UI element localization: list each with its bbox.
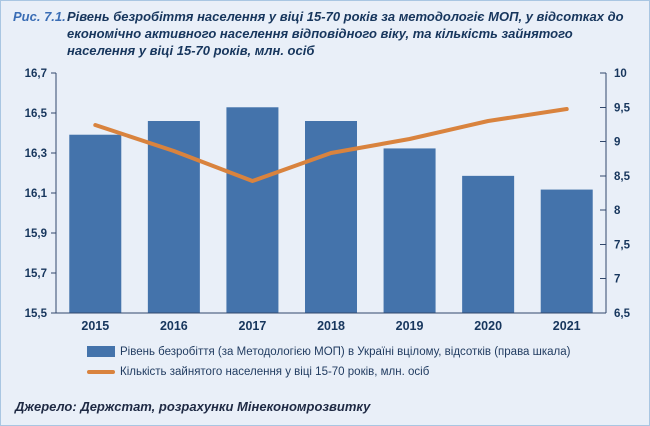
source-note: Джерело: Держстат, розрахунки Мінекономр… xyxy=(15,399,371,414)
right-axis-label: 10 xyxy=(614,68,627,80)
legend-item-employment: Кількість зайнятого населення у віці 15-… xyxy=(87,363,570,380)
x-axis-label-2019: 2019 xyxy=(396,319,424,333)
left-axis-label: 15,9 xyxy=(25,228,47,240)
left-axis-label: 16,5 xyxy=(25,108,48,120)
bar-2021 xyxy=(540,189,593,313)
bar-2017 xyxy=(226,107,279,314)
x-axis-label-2017: 2017 xyxy=(239,319,267,333)
left-axis-label: 16,1 xyxy=(25,188,48,200)
bar-series-swatch xyxy=(87,346,115,357)
legend-item-unemployment: Рівень безробіття (за Методологією МОП) … xyxy=(87,343,570,360)
right-axis-label: 6,5 xyxy=(614,308,631,320)
legend: Рівень безробіття (за Методологією МОП) … xyxy=(87,343,570,380)
right-axis-label: 9,5 xyxy=(614,102,631,114)
x-axis-label-2015: 2015 xyxy=(81,319,109,333)
right-axis-label: 7,5 xyxy=(614,239,631,251)
figure-header: Рис. 7.1. Рівень безробіття населення у … xyxy=(13,8,633,59)
chart-canvas: 16,7 16,5 16,3 16,1 15,9 15,7 15,5 10 9,5 9 8,5 8 7,… xyxy=(25,68,631,333)
bar-2019 xyxy=(383,148,436,313)
x-axis-label-2020: 2020 xyxy=(474,319,502,333)
left-axis-label: 15,7 xyxy=(25,268,47,280)
bar-2020 xyxy=(462,175,515,313)
right-axis-label: 8 xyxy=(614,205,621,217)
line-series-swatch xyxy=(87,369,115,374)
left-axis-label: 15,5 xyxy=(25,308,48,320)
legend-label-employment: Кількість зайнятого населення у віці 15-… xyxy=(120,365,430,378)
left-axis-label: 16,3 xyxy=(25,148,47,160)
employment-line xyxy=(93,107,569,183)
figure-title: Рівень безробіття населення у віці 15-70… xyxy=(67,9,624,58)
legend-label-unemployment: Рівень безробіття (за Методологією МОП) … xyxy=(120,345,571,358)
right-axis-label: 8,5 xyxy=(614,171,631,183)
x-axis-label-2016: 2016 xyxy=(160,319,188,333)
x-axis-label-2021: 2021 xyxy=(553,319,581,333)
x-axis-label-2018: 2018 xyxy=(317,319,345,333)
figure-number: Рис. 7.1. xyxy=(13,9,66,24)
right-axis-label: 7 xyxy=(614,274,620,286)
left-axis-label: 16,7 xyxy=(25,68,47,80)
right-axis-label: 9 xyxy=(614,137,620,149)
bar-2015 xyxy=(69,134,122,313)
